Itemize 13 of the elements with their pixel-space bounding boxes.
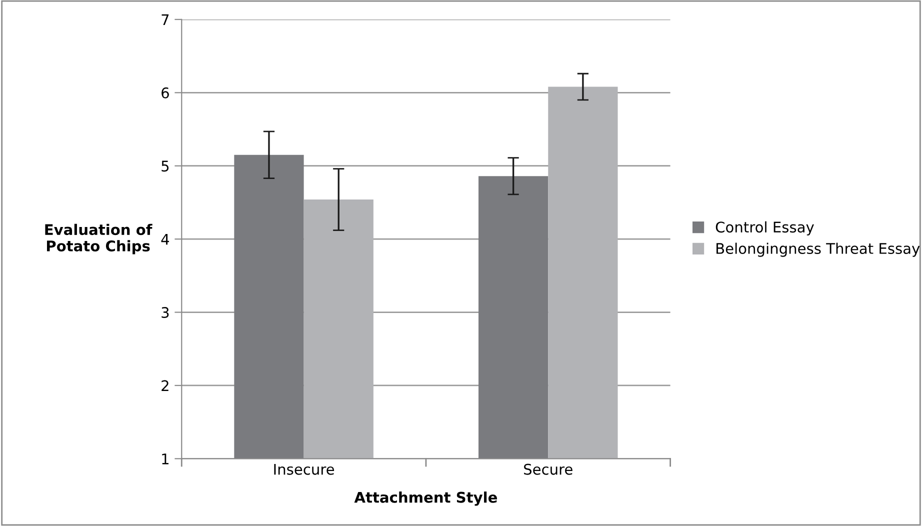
- legend-label: Belongingness Threat Essay: [716, 242, 920, 257]
- y-tick-label: 7: [162, 14, 169, 26]
- x-axis-title: Attachment Style: [354, 492, 497, 506]
- x-tick-label: Secure: [524, 464, 572, 475]
- y-tick-label: 6: [162, 87, 169, 98]
- y-tick-label: 1: [162, 454, 168, 464]
- y-tick-label: 2: [162, 380, 168, 392]
- y-tick-label: 4: [161, 234, 170, 245]
- legend-label: Control Essay: [716, 221, 814, 236]
- y-tick-label: 5: [162, 160, 169, 172]
- y-tick-label: 3: [162, 306, 169, 318]
- y-axis-title: Evaluation of Potato Chips: [45, 224, 152, 254]
- x-tick-label: Insecure: [274, 464, 334, 475]
